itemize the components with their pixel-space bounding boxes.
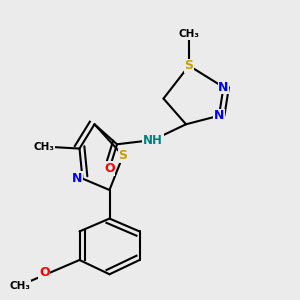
Text: O: O bbox=[104, 162, 115, 175]
Text: CH₃: CH₃ bbox=[9, 281, 30, 291]
Text: N: N bbox=[218, 81, 229, 94]
Text: NH: NH bbox=[143, 134, 163, 146]
Text: S: S bbox=[184, 59, 194, 72]
Text: N: N bbox=[214, 109, 224, 122]
Text: N: N bbox=[72, 172, 83, 185]
Text: CH₃: CH₃ bbox=[33, 142, 54, 152]
Text: CH₃: CH₃ bbox=[178, 29, 200, 39]
Text: O: O bbox=[39, 266, 50, 279]
Text: S: S bbox=[118, 149, 127, 162]
